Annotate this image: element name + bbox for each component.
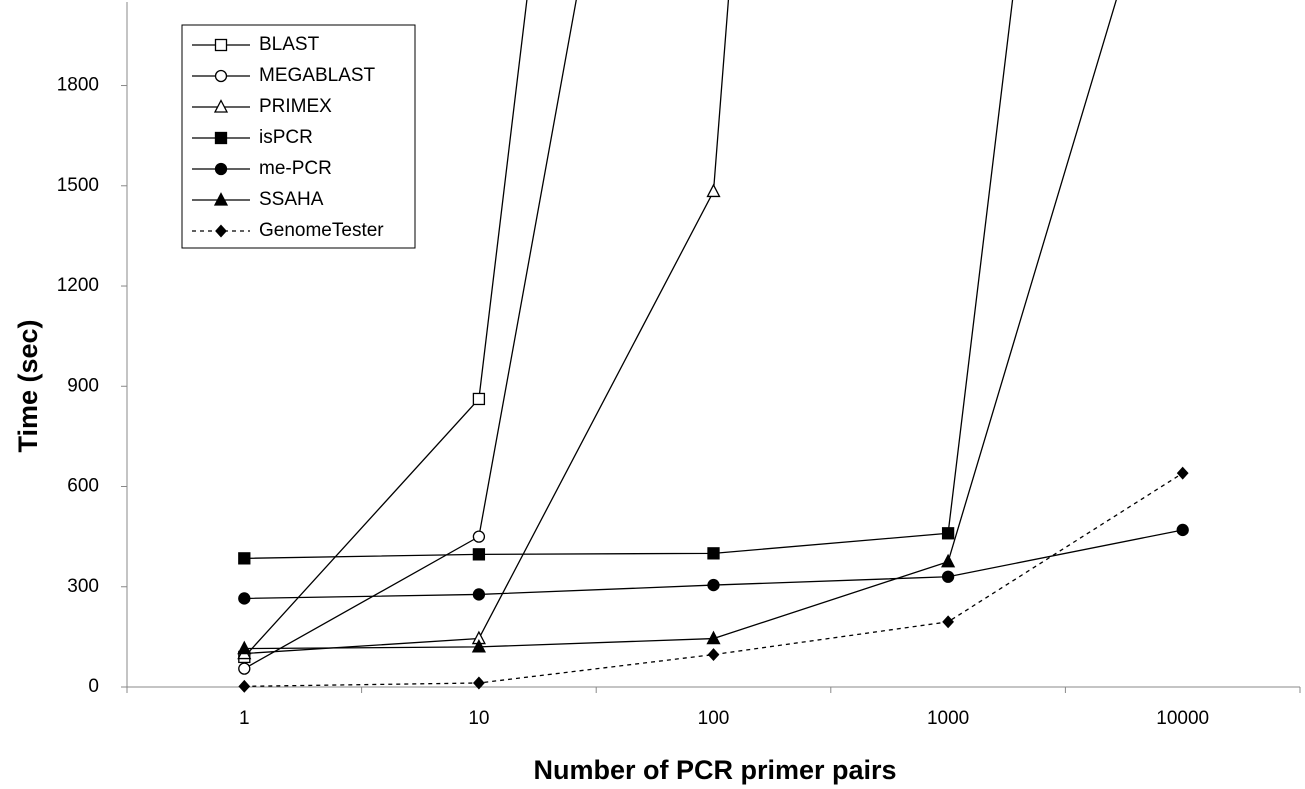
legend-label: BLAST (259, 34, 320, 55)
marker (238, 679, 251, 693)
legend-label: MEGABLAST (259, 65, 376, 86)
legend-label: SSAHA (259, 189, 324, 210)
marker (472, 392, 486, 406)
legend-label: GenomeTester (259, 220, 384, 241)
y-tick-label: 900 (67, 375, 99, 396)
x-tick-label: 10000 (1156, 708, 1209, 729)
marker (1176, 523, 1189, 537)
x-tick-label: 10 (468, 708, 489, 729)
marker (472, 548, 486, 561)
marker (1176, 466, 1189, 480)
marker (707, 547, 720, 560)
y-tick-label: 600 (67, 476, 99, 497)
marker (214, 69, 228, 83)
marker (214, 131, 228, 145)
legend-label: PRIMEX (259, 96, 332, 117)
marker (471, 638, 486, 653)
marker (213, 99, 229, 113)
marker (941, 553, 956, 568)
marker (238, 662, 251, 675)
marker (473, 676, 485, 690)
x-axis-title: Number of PCR primer pairs (533, 755, 896, 785)
y-axis-title: Time (sec) (13, 319, 43, 452)
x-tick-label: 100 (698, 708, 730, 729)
marker (942, 615, 954, 629)
marker (237, 640, 252, 655)
series-line (244, 472, 1184, 687)
marker (706, 630, 721, 645)
marker (941, 527, 955, 540)
y-tick-label: 0 (88, 676, 99, 697)
marker (213, 192, 229, 206)
y-tick-label: 300 (67, 576, 99, 597)
marker (238, 592, 251, 605)
y-tick-label: 1500 (57, 175, 99, 196)
marker (238, 552, 251, 565)
series-line (244, 0, 730, 655)
marker (215, 224, 227, 238)
marker (707, 578, 720, 592)
legend-label: me-PCR (259, 158, 332, 179)
y-tick-label: 1800 (57, 75, 99, 96)
marker (214, 162, 228, 176)
x-tick-label: 1 (239, 708, 250, 729)
y-tick-label: 1200 (57, 275, 99, 296)
marker (472, 588, 486, 601)
marker (941, 570, 955, 583)
marker (706, 183, 721, 198)
x-tick-label: 1000 (927, 708, 969, 729)
plot-area (237, 0, 1189, 693)
marker (214, 38, 228, 52)
marker (472, 530, 486, 543)
legend-label: isPCR (259, 127, 313, 148)
marker (707, 648, 720, 662)
